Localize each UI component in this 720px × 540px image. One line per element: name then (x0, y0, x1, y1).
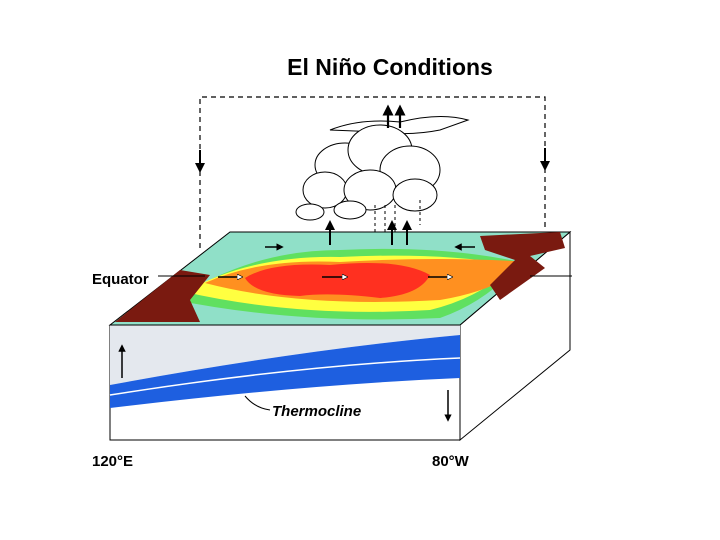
thermocline-label: Thermocline (272, 403, 361, 420)
land-west (115, 270, 210, 322)
warm-layer (110, 325, 460, 385)
title: El Niño Conditions (287, 54, 493, 80)
east-label: 80°W (432, 453, 470, 470)
land-east (480, 232, 565, 300)
west-label: 120°E (92, 453, 133, 470)
clouds (295, 115, 470, 221)
thermocline-line (109, 357, 461, 396)
rain (374, 200, 421, 232)
red-core (245, 262, 430, 298)
equator-label: Equator (92, 271, 149, 288)
thermocline-leader (244, 395, 271, 411)
